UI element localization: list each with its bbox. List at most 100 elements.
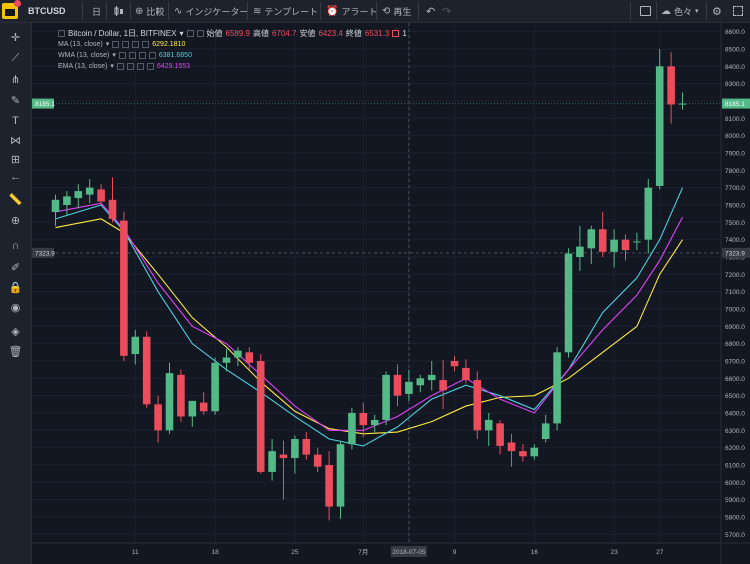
settings-toggle-icon[interactable] <box>126 62 134 70</box>
magnet-icon: ∩ <box>11 240 20 252</box>
alert-button[interactable]: ⏰ アラート <box>326 0 377 22</box>
fork-icon: ⋔ <box>10 73 21 86</box>
price-tick-label: 8100.0 <box>725 116 745 123</box>
symbol-legend: Bitcoin / Dollar, 1日, BITFINEX ▾ 始値 6589.… <box>58 28 407 39</box>
time-tick-label: 16 <box>531 549 539 556</box>
high-label: 高値 <box>252 29 269 38</box>
divider <box>376 2 377 20</box>
layout-button[interactable] <box>640 0 651 22</box>
low-label: 安値 <box>299 29 316 38</box>
zoom-tool[interactable]: ⊕ <box>6 212 25 228</box>
text-tool[interactable]: T <box>6 113 25 129</box>
close-toggle-icon[interactable] <box>138 51 146 59</box>
settings-toggle-icon[interactable] <box>196 30 204 37</box>
fullscreen-icon <box>733 6 743 16</box>
price-tick-label: 7900.0 <box>725 151 745 158</box>
price-tick-label: 6700.0 <box>725 359 745 366</box>
flag-icon[interactable] <box>392 30 400 37</box>
flag-count: 1 <box>402 29 407 38</box>
more-toggle-icon[interactable] <box>148 51 156 59</box>
price-tick-label: 7700.0 <box>725 185 745 192</box>
stay-drawing-tool[interactable]: ✐ <box>6 259 25 275</box>
symbol-search[interactable]: BTCUSD <box>28 6 66 16</box>
candle-body <box>279 454 288 459</box>
chart-type-button[interactable] <box>113 0 125 22</box>
candle-body <box>519 451 527 457</box>
candle-body <box>439 380 447 391</box>
divider <box>656 2 657 20</box>
prediction-tool[interactable]: ⊞ <box>6 151 25 167</box>
price-tick-label: 8600.0 <box>725 29 745 36</box>
layers-icon: ◈ <box>11 325 20 338</box>
settings-button[interactable]: ⚙ <box>712 0 722 22</box>
more-toggle-icon[interactable] <box>142 40 150 48</box>
eye-toggle-icon[interactable] <box>118 51 126 59</box>
candle-body <box>211 362 219 412</box>
replay-button[interactable]: ⟲ 再生 <box>382 0 411 22</box>
templates-button[interactable]: ≋ テンプレート <box>253 0 318 22</box>
trash-tool[interactable]: 🗑 <box>6 343 25 359</box>
candle-body <box>553 352 561 424</box>
candle-body <box>450 361 459 367</box>
last-price-tag: 8185.1 <box>725 101 745 108</box>
brush-icon: ✎ <box>10 94 21 107</box>
candle-body <box>234 350 242 358</box>
ma-legend: MA (13, close) ▾ 6292.1810 <box>58 40 185 48</box>
cloud-icon: ☁ <box>661 5 671 17</box>
pattern-tool[interactable]: ⋈ <box>6 132 25 148</box>
close-toggle-icon[interactable] <box>132 40 140 48</box>
save-button[interactable]: ☁ 色々 ▾ <box>661 0 699 22</box>
chevron-down-icon[interactable]: ▾ <box>112 52 116 59</box>
chevron-down-icon[interactable]: ▾ <box>179 29 184 38</box>
eye-toggle-icon[interactable] <box>116 62 124 70</box>
divider <box>168 2 169 20</box>
price-chart[interactable]: 5700.0 5800.0 5900.0 6000.0 6100.0 6200.0 6300… <box>32 23 750 564</box>
price-tick-label: 7300.0 <box>725 255 745 262</box>
trendline-tool[interactable]: ⟋ <box>6 50 25 66</box>
interval-button[interactable]: 日 <box>92 6 102 17</box>
back-button[interactable]: ← <box>6 169 25 185</box>
replay-icon: ⟲ <box>382 5 391 17</box>
divider <box>706 2 707 20</box>
ruler-tool[interactable]: 📏 <box>6 191 25 207</box>
fullscreen-button[interactable] <box>733 0 743 22</box>
text-icon: T <box>12 115 19 127</box>
candle-body <box>678 103 687 105</box>
eye-icon: ◉ <box>10 301 21 314</box>
crosshair-tool[interactable]: ✛ <box>6 29 25 45</box>
settings-toggle-icon[interactable] <box>122 40 130 48</box>
chevron-down-icon[interactable]: ▾ <box>110 63 114 70</box>
close-toggle-icon[interactable] <box>136 62 144 70</box>
time-axis: 11 18 25 7月 2018-07-05 9 16 23 27 <box>132 546 664 557</box>
more-toggle-icon[interactable] <box>146 62 154 70</box>
indicator-lines <box>55 187 684 447</box>
chevron-down-icon[interactable]: ▾ <box>105 41 110 48</box>
lock-tool[interactable]: 🔒 <box>6 279 25 295</box>
app-logo[interactable] <box>2 0 21 22</box>
visibility-tool[interactable]: ◉ <box>6 299 25 315</box>
layers-tool[interactable]: ◈ <box>6 323 25 339</box>
time-tick-label: 11 <box>132 549 139 556</box>
undo-button[interactable]: ↶ <box>426 0 435 22</box>
divider <box>418 2 419 20</box>
time-tick-label: 2018-07-05 <box>392 549 426 556</box>
last-price-tag-left-bg <box>32 98 54 109</box>
fib-tool[interactable]: ⋔ <box>6 71 25 87</box>
eye-toggle-icon[interactable] <box>112 40 120 48</box>
collapse-icon[interactable] <box>58 30 65 37</box>
divider <box>247 2 248 20</box>
settings-toggle-icon[interactable] <box>128 51 136 59</box>
candle-body <box>222 357 231 363</box>
eye-toggle-icon[interactable] <box>186 30 194 37</box>
templates-label: テンプレート <box>264 6 319 17</box>
candle-body <box>530 447 539 457</box>
chevron-down-icon: ▾ <box>695 8 699 15</box>
candle-body <box>393 374 402 396</box>
indicators-button[interactable]: ∿ インジケーター <box>174 0 248 22</box>
magnet-tool[interactable]: ∩ <box>6 238 25 254</box>
ema-legend: EMA (13, close) ▾ 6429.1553 <box>58 62 190 70</box>
wma-legend: WMA (13, close) ▾ 6381.6850 <box>58 51 192 59</box>
brush-tool[interactable]: ✎ <box>6 92 25 108</box>
redo-button[interactable]: ↷ <box>442 0 451 22</box>
compare-button[interactable]: ⊕ 比較 <box>135 0 164 22</box>
